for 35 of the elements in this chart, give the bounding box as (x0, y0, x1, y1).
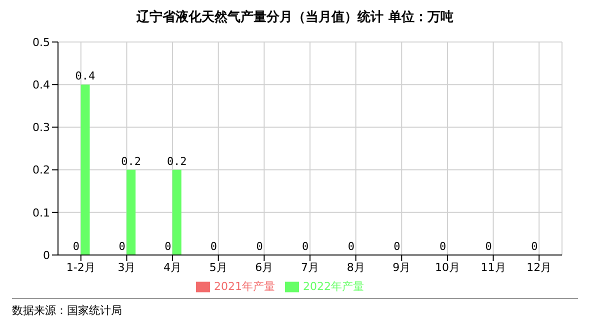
data-label: 0 (118, 240, 126, 253)
data-label: 0.4 (75, 70, 96, 83)
x-tick-label: 5月 (209, 260, 228, 274)
x-tick-label: 9月 (392, 260, 411, 274)
y-tick-label: 0.5 (32, 36, 50, 49)
data-label: 0 (439, 240, 446, 253)
x-tick-label: 8月 (346, 260, 365, 274)
x-tick-label: 6月 (255, 260, 274, 274)
x-tick-label: 7月 (301, 260, 319, 274)
data-label: 0 (256, 240, 263, 253)
data-label: 0 (302, 240, 309, 253)
source-note: 数据来源：国家统计局 (12, 304, 122, 317)
data-label: 0 (394, 240, 400, 253)
y-tick-label: 0.2 (32, 164, 50, 177)
legend-label: 2022年产量 (303, 280, 364, 293)
data-label: 0 (531, 240, 538, 253)
data-label: 0 (72, 240, 80, 253)
legend-label: 2021年产量 (214, 280, 275, 293)
x-tick-label: 10月 (434, 260, 460, 274)
x-tick-label: 3月 (118, 260, 136, 274)
data-label: 0 (485, 240, 492, 253)
y-tick-label: 0.1 (32, 206, 50, 220)
data-label: 0.2 (121, 154, 141, 168)
x-tick-label: 11月 (480, 260, 506, 274)
data-label: 0.2 (166, 154, 187, 168)
y-tick-label: 0 (43, 248, 50, 262)
data-label: 0 (164, 240, 172, 253)
y-tick-label: 0.4 (32, 78, 50, 92)
y-tick-label: 0.3 (32, 121, 50, 134)
x-tick-label: 1-2月 (66, 260, 96, 274)
chart-title: 辽宁省液化天然气产量分月（当月值）统计 单位：万吨 (136, 8, 454, 27)
data-label: 0 (210, 240, 218, 253)
x-tick-label: 12月 (526, 260, 552, 274)
data-label: 0 (348, 240, 354, 253)
x-tick-label: 4月 (164, 260, 182, 274)
